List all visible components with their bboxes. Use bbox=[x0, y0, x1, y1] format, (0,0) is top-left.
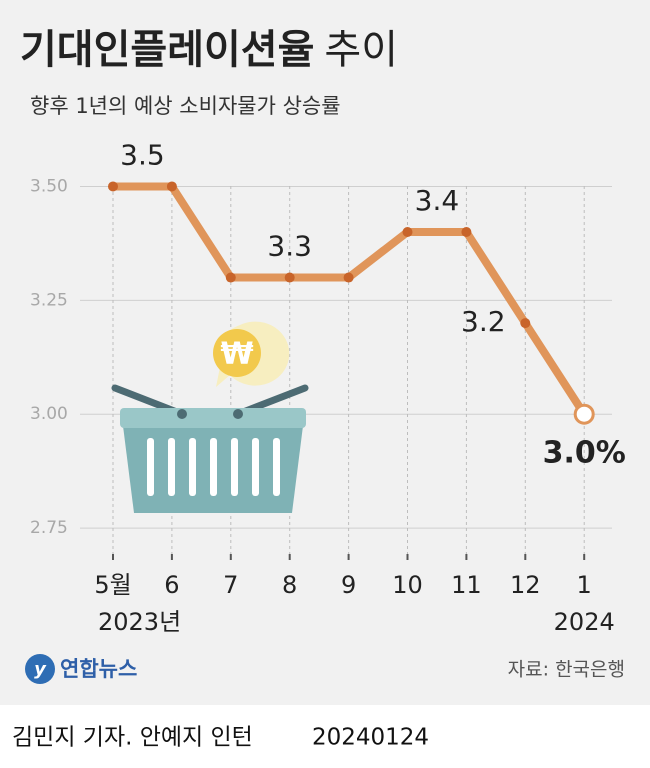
year-label: 2024 bbox=[554, 608, 615, 636]
footer-background bbox=[0, 705, 650, 768]
basket-illustration: ₩ bbox=[111, 321, 309, 513]
point bbox=[573, 403, 595, 425]
y-tick-label: 3.25 bbox=[30, 290, 68, 310]
y-tick-label: 3.50 bbox=[30, 176, 68, 196]
x-tick-label: 7 bbox=[223, 571, 238, 599]
value-label: 3.3 bbox=[267, 230, 312, 263]
logo-text: 연합뉴스 bbox=[60, 657, 137, 681]
point bbox=[108, 181, 118, 192]
point bbox=[402, 227, 413, 237]
year-label: 2023년 bbox=[98, 608, 181, 636]
point bbox=[225, 272, 236, 283]
svg-text:y: y bbox=[34, 659, 47, 680]
x-tick-label: 1 bbox=[577, 571, 592, 599]
date: 20240124 bbox=[312, 725, 429, 751]
x-tick-label: 11 bbox=[451, 571, 482, 599]
y-tick-label: 3.00 bbox=[30, 404, 68, 424]
byline: 김민지 기자. 안예지 인턴 bbox=[12, 725, 253, 751]
x-tick-label: 8 bbox=[282, 571, 297, 599]
x-tick-label: 6 bbox=[164, 571, 179, 599]
value-label: 3.2 bbox=[461, 305, 506, 338]
title-suffix: 추이 bbox=[324, 27, 398, 73]
subtitle: 향후 1년의 예상 소비자물가 상승률 bbox=[30, 94, 341, 118]
title-main: 기대인플레이션율 bbox=[20, 27, 314, 73]
x-tick-label: 9 bbox=[341, 571, 356, 599]
point bbox=[343, 272, 354, 283]
point bbox=[166, 181, 177, 192]
x-tick-label: 12 bbox=[510, 571, 541, 599]
value-label: 3.0% bbox=[543, 436, 626, 471]
y-tick-label: 2.75 bbox=[30, 518, 68, 538]
point bbox=[284, 272, 295, 283]
point bbox=[520, 318, 531, 329]
logo: y 연합뉴스 bbox=[25, 654, 137, 684]
point bbox=[461, 227, 472, 237]
value-label: 3.5 bbox=[120, 138, 165, 171]
x-tick-label: 5월 bbox=[94, 571, 131, 599]
value-label: 3.4 bbox=[415, 184, 460, 217]
x-tick-label: 10 bbox=[392, 571, 423, 599]
chart-title: 기대인플레이션율 추이 bbox=[20, 27, 398, 73]
svg-text:₩: ₩ bbox=[220, 337, 253, 372]
source: 자료: 한국은행 bbox=[508, 659, 625, 681]
